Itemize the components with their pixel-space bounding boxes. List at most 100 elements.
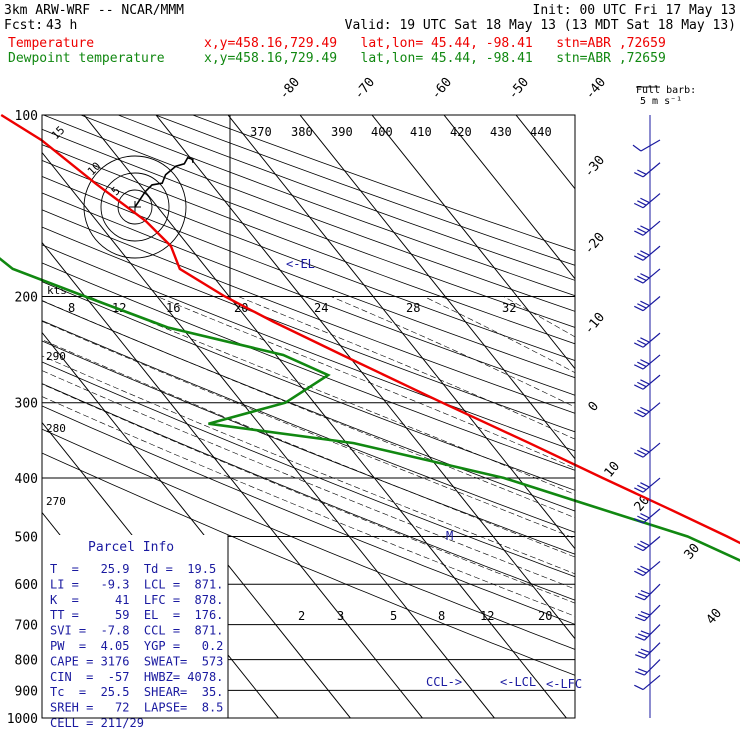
wind-barb-135 bbox=[634, 193, 661, 209]
isotherm-label--40: -40 bbox=[583, 75, 610, 103]
wind-barb-flag bbox=[640, 565, 650, 571]
dry-adiabat-340 bbox=[42, 244, 575, 452]
hodo-ring-15 bbox=[83, 155, 187, 259]
wind-barb-flag bbox=[634, 411, 644, 418]
wind-barb-flag bbox=[640, 630, 651, 636]
pressure-label-700: 700 bbox=[15, 619, 38, 634]
parcel-info-row: SREH = 72 LAPSE= 8.5 bbox=[50, 701, 223, 715]
isotherm-40 bbox=[732, 115, 740, 731]
moist-adiabat-26 bbox=[238, 296, 575, 440]
parcel-info-row: LI = -9.3 LCL = 871. bbox=[50, 577, 223, 591]
mixing-ratio-label-8: 8 bbox=[438, 609, 445, 623]
mixing-ratio-label-5: 5 bbox=[390, 609, 397, 623]
wind-barb-shaft bbox=[644, 642, 661, 659]
isotherm-0 bbox=[443, 115, 575, 280]
isotherm--60 bbox=[42, 151, 496, 718]
forecast-hour: 43 h bbox=[46, 18, 78, 33]
theta-label-420: 420 bbox=[450, 125, 472, 139]
dry-adiabat-320 bbox=[42, 281, 575, 491]
wind-barb-400 bbox=[634, 477, 661, 493]
moist-adiabat-6 bbox=[42, 339, 575, 558]
barb-legend-title: Full barb: bbox=[636, 85, 696, 96]
parcel-info-row: CIN = -57 HWBZ= 4078. bbox=[50, 670, 223, 684]
wind-barb-flag bbox=[637, 409, 647, 415]
wind-barb-flag bbox=[640, 610, 651, 616]
temperature-location: x,y=458.16,729.49 lat,lon= 45.44, -98.41… bbox=[204, 36, 666, 51]
wind-barb-flag bbox=[640, 379, 650, 385]
wind-barb-550 bbox=[634, 560, 661, 577]
annotation-3: <-LFC bbox=[546, 677, 582, 691]
wind-barb-flag bbox=[637, 613, 648, 619]
dewpoint-profile bbox=[0, 257, 740, 562]
moist-adiabat--2 bbox=[42, 370, 575, 590]
wind-barb-flag bbox=[634, 545, 644, 552]
wind-barb-flag bbox=[637, 484, 647, 491]
wind-barb-flag bbox=[640, 482, 650, 488]
isotherm-label-40: 40 bbox=[704, 606, 726, 628]
moist-adiabat-2 bbox=[42, 355, 575, 575]
moist-adiabat-10 bbox=[42, 321, 575, 539]
theta-e-label-290: 290 bbox=[46, 350, 66, 363]
theta-e-label-280: 280 bbox=[46, 422, 66, 435]
wind-barb-flag bbox=[637, 651, 648, 656]
wind-barb-700 bbox=[635, 624, 661, 641]
mixing-ratio-label-3: 3 bbox=[337, 609, 344, 623]
wind-barb-120 bbox=[634, 162, 661, 178]
parcel-info-title: Parcel Info bbox=[88, 540, 174, 555]
mixing-ratio-3 bbox=[693, 537, 740, 731]
isotherm-label--30: -30 bbox=[582, 153, 609, 181]
wind-barb-flag bbox=[637, 303, 647, 309]
wind-barb-flag bbox=[640, 359, 650, 365]
pressure-label-600: 600 bbox=[15, 578, 38, 593]
wind-barb-250 bbox=[634, 354, 661, 370]
wind-barb-flag bbox=[637, 227, 647, 234]
mixing-ratio-2 bbox=[658, 537, 740, 731]
dry-adiabat-360 bbox=[42, 209, 575, 414]
wind-barb-flag bbox=[634, 684, 644, 691]
plot-border bbox=[41, 114, 576, 719]
wind-barb-flag bbox=[634, 384, 644, 390]
parcel-info-row: TT = 59 EL = 176. bbox=[50, 608, 223, 622]
wind-barb-flag bbox=[637, 592, 648, 598]
wind-barb-350 bbox=[634, 442, 661, 458]
pressure-label-200: 200 bbox=[15, 291, 38, 306]
hodo-speed-label-8: 8 bbox=[68, 301, 75, 315]
wind-barb-shaft bbox=[642, 162, 661, 178]
forecast-label: Fcst: bbox=[4, 18, 44, 33]
isotherm-20 bbox=[588, 115, 740, 731]
wind-barb-flag bbox=[637, 568, 647, 574]
hodo-speed-label-28: 28 bbox=[406, 301, 420, 315]
dry-adiabat-260 bbox=[42, 405, 575, 625]
valid-time: Valid: 19 UTC Sat 18 May 13 (13 MDT Sat … bbox=[344, 18, 736, 33]
hodo-speed-label-24: 24 bbox=[314, 301, 328, 315]
wind-barb-flag bbox=[640, 540, 650, 547]
wind-barb-flag bbox=[637, 449, 647, 456]
dry-adiabat-270 bbox=[42, 383, 575, 601]
dewpoint-location: x,y=458.16,729.49 lat,lon= 45.44, -98.41… bbox=[204, 51, 666, 66]
wind-barb-flag bbox=[634, 487, 644, 493]
wind-barb-flag bbox=[640, 406, 650, 413]
wind-barb-230 bbox=[634, 332, 661, 348]
pressure-label-400: 400 bbox=[15, 472, 38, 487]
dewpoint-legend: Dewpoint temperature bbox=[8, 51, 165, 66]
parcel-box-bg bbox=[42, 535, 228, 718]
wind-barb-flag bbox=[634, 202, 644, 209]
wind-barb-flag bbox=[640, 337, 650, 343]
theta-label-380: 380 bbox=[291, 125, 313, 139]
wind-barb-shaft bbox=[644, 604, 661, 622]
wind-barb-flag bbox=[640, 447, 650, 453]
dry-adiabat-460 bbox=[192, 115, 575, 252]
dry-adiabat-350 bbox=[42, 226, 575, 433]
wind-barb-flag bbox=[634, 305, 644, 312]
wind-barb-flag bbox=[634, 172, 644, 178]
wind-barb-flag bbox=[635, 671, 645, 676]
hodo-ring-10 bbox=[100, 172, 170, 242]
wind-barb-flag bbox=[637, 515, 647, 521]
temperature-profile bbox=[0, 113, 740, 545]
init-time: Init: 00 UTC Fri 17 May 13 bbox=[532, 3, 737, 18]
dry-adiabat-250 bbox=[42, 428, 575, 650]
wind-barb-flag bbox=[634, 364, 644, 370]
dry-adiabat-370 bbox=[42, 192, 575, 396]
